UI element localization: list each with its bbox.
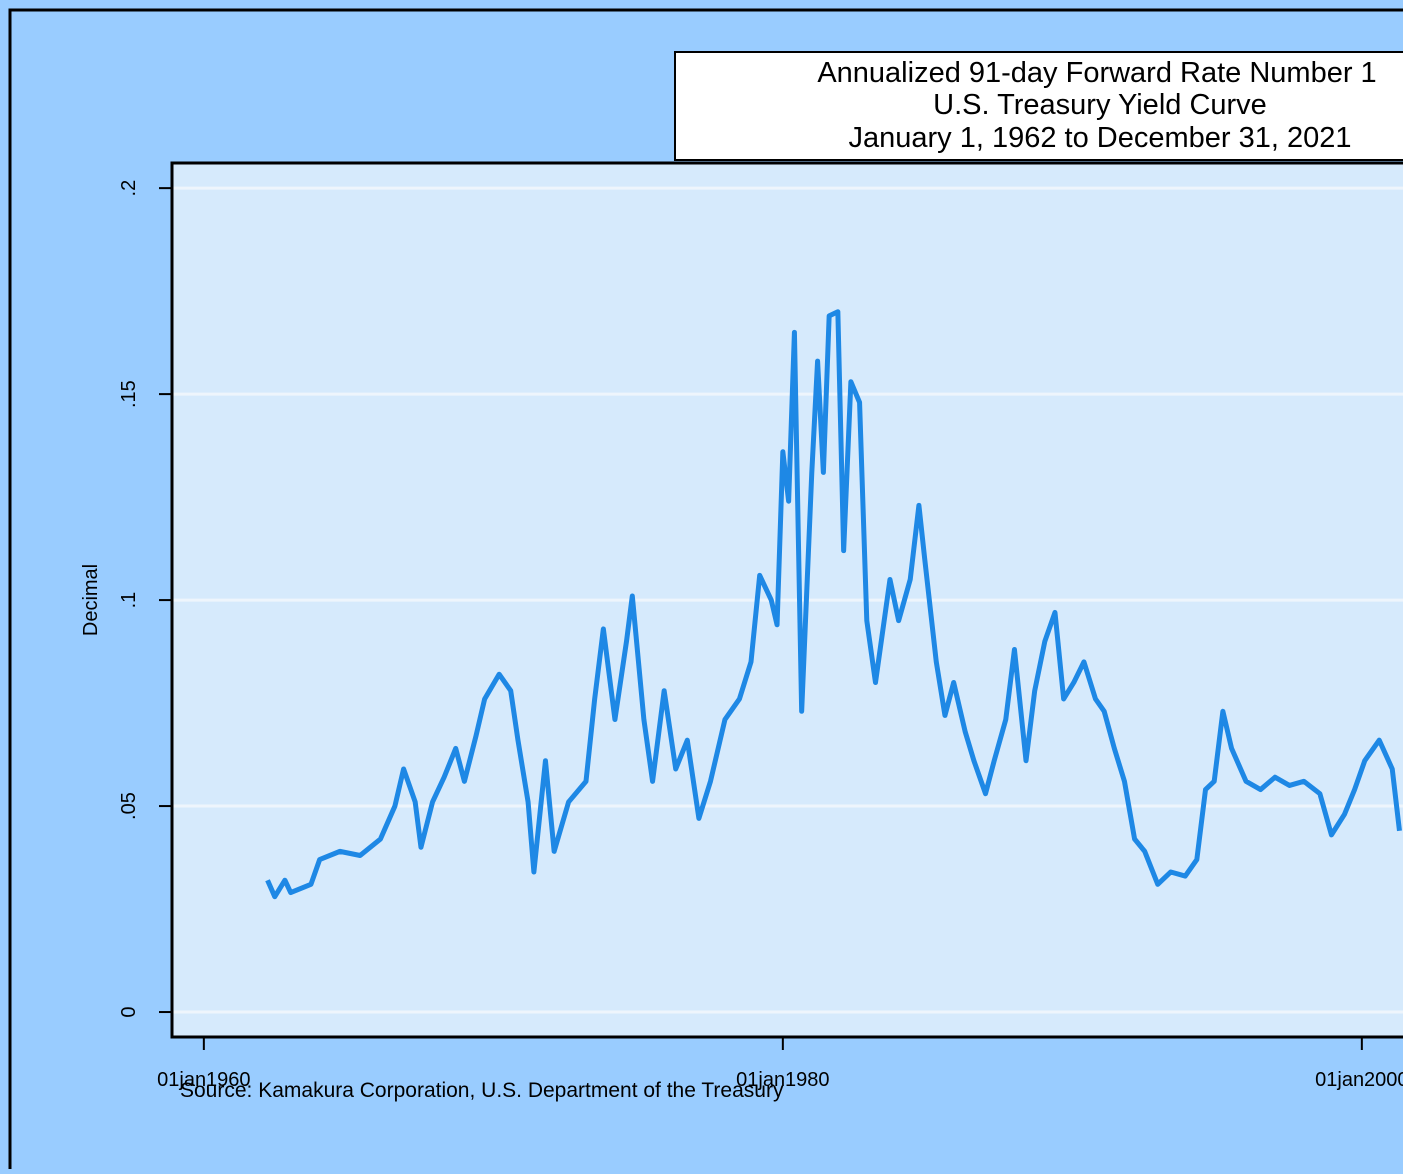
plot: 0 .05 .1 .15 .2 01jan1960 01jan1980 01jan2000 bbox=[118, 161, 1403, 1091]
line bbox=[265, 309, 1402, 900]
y-tick-label: .15 bbox=[118, 380, 140, 408]
title-box bbox=[674, 51, 1403, 161]
chart-subtitle: U.S. Treasury Yield Curve bbox=[933, 89, 1267, 121]
y-axis-label: Decimal bbox=[80, 564, 102, 636]
x-tick-label: 01jan1980 bbox=[736, 1069, 829, 1091]
axis-frame bbox=[170, 161, 1403, 1039]
chart-subtitle: January 1, 1962 to December 31, 2021 bbox=[849, 122, 1352, 154]
note: Source: Kamakura Corporation, U.S. Depar… bbox=[180, 1079, 784, 1102]
y-tick-label: .1 bbox=[118, 592, 140, 609]
y-tick-label: 0 bbox=[118, 1006, 140, 1017]
y-tick-label: .2 bbox=[118, 180, 140, 197]
x-tick-label: 01jan1960 bbox=[157, 1069, 250, 1091]
x-tick-label: 01jan2000 bbox=[1315, 1069, 1403, 1091]
y-tick-label: .05 bbox=[118, 792, 140, 820]
chart-title: Annualized 91-day Forward Rate Number 1 bbox=[817, 57, 1376, 89]
